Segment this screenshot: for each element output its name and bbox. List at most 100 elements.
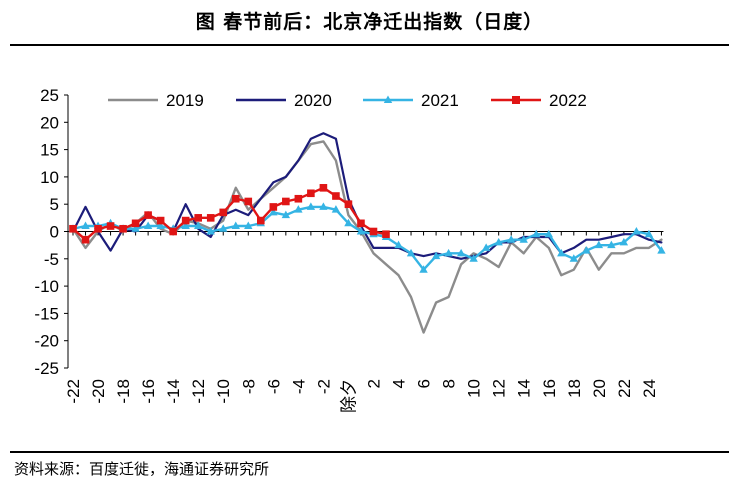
point-2022 xyxy=(206,214,215,222)
point-2022 xyxy=(269,203,278,211)
point-2021 xyxy=(231,221,240,230)
x-tick-label: 4 xyxy=(390,379,409,388)
point-2022 xyxy=(144,211,152,219)
series-layer xyxy=(68,132,666,334)
point-2021 xyxy=(406,248,416,257)
point-2021 xyxy=(81,221,90,230)
legend: 2019 2020 2021 2022 xyxy=(108,91,587,110)
point-2021 xyxy=(219,224,228,232)
point-2022 xyxy=(282,197,290,206)
title-divider xyxy=(10,44,729,46)
point-2022 xyxy=(257,216,265,225)
y-tick-label: 25 xyxy=(40,86,59,105)
x-tick-label: -22 xyxy=(64,379,83,404)
point-2021 xyxy=(244,221,253,230)
x-tick-label: 10 xyxy=(465,379,484,398)
point-2021 xyxy=(657,246,666,254)
point-2021 xyxy=(306,202,316,210)
x-tick-label: 2 xyxy=(364,379,383,388)
x-tick-label: 8 xyxy=(440,379,459,388)
point-2021 xyxy=(632,227,641,235)
source-note: 资料来源：百度迁徙，海通证券研究所 xyxy=(14,460,270,478)
x-tick-label: 6 xyxy=(415,379,434,388)
point-2021 xyxy=(356,227,366,235)
y-tick-label: -15 xyxy=(34,304,59,323)
point-2022 xyxy=(294,194,303,203)
point-2021 xyxy=(494,237,503,246)
x-tick-label: 24 xyxy=(640,379,659,398)
point-2022 xyxy=(244,197,253,206)
x-tick-label: -4 xyxy=(289,379,308,394)
x-tick-label: -16 xyxy=(139,379,158,404)
point-2021 xyxy=(331,205,341,213)
point-2021 xyxy=(594,240,604,249)
chart-title: 图 春节前后：北京净迁出指数（日度） xyxy=(0,0,739,44)
point-2022 xyxy=(181,216,190,225)
legend-label-2022: 2022 xyxy=(549,91,587,110)
point-2022 xyxy=(307,189,315,198)
legend-label-2021: 2021 xyxy=(421,91,459,110)
x-tick-label: -12 xyxy=(189,379,208,404)
point-2021 xyxy=(269,207,278,216)
y-tick-label: -5 xyxy=(44,250,59,269)
point-2021 xyxy=(431,251,441,260)
point-2022 xyxy=(156,216,165,225)
point-2022 xyxy=(81,235,90,244)
point-2021 xyxy=(607,240,616,249)
point-2022 xyxy=(319,184,328,192)
series-2022 xyxy=(69,184,390,244)
source-divider xyxy=(10,451,729,453)
point-2021 xyxy=(544,229,553,238)
x-tick-label: -6 xyxy=(264,379,283,394)
x-tick-label: -10 xyxy=(214,379,233,404)
point-2022 xyxy=(357,219,365,228)
x-tick-label: 除夕 xyxy=(339,379,358,413)
point-2022 xyxy=(69,224,77,233)
x-tick-label: 12 xyxy=(490,379,509,398)
point-2022 xyxy=(106,222,115,230)
legend-label-2019: 2019 xyxy=(166,91,204,110)
point-2021 xyxy=(456,248,466,257)
point-2021 xyxy=(444,248,453,257)
point-2021 xyxy=(394,240,403,249)
point-2022 xyxy=(119,224,127,233)
point-2021 xyxy=(206,227,215,235)
point-2021 xyxy=(469,254,478,262)
point-2022 xyxy=(194,214,202,222)
point-2021 xyxy=(319,202,328,210)
point-2021 xyxy=(619,237,629,246)
point-2021 xyxy=(131,224,140,232)
point-2022 xyxy=(382,230,390,239)
y-tick-label: 10 xyxy=(40,168,59,187)
point-2021 xyxy=(419,265,428,273)
point-2021 xyxy=(181,221,190,230)
y-tick-label: -20 xyxy=(34,332,59,351)
x-tick-label: 16 xyxy=(540,379,559,398)
y-tick-label: 15 xyxy=(40,141,59,160)
y-tick-label: 20 xyxy=(40,113,59,132)
point-2021 xyxy=(569,254,578,262)
point-2022 xyxy=(369,227,378,236)
point-2021 xyxy=(281,210,291,219)
point-2022 xyxy=(344,200,353,208)
y-tick-label: 5 xyxy=(50,195,59,214)
point-2021 xyxy=(156,221,165,230)
point-2021 xyxy=(481,243,491,251)
point-2021 xyxy=(519,235,528,243)
point-2021 xyxy=(532,229,541,238)
y-tick-label: 0 xyxy=(50,223,59,242)
x-tick-label: 18 xyxy=(565,379,584,398)
x-tick-label: -20 xyxy=(89,379,108,404)
point-2022 xyxy=(169,227,177,236)
x-tick-label: -8 xyxy=(239,379,258,394)
legend-label-2020: 2020 xyxy=(294,91,332,110)
x-tick-label: -18 xyxy=(114,379,133,404)
point-2021 xyxy=(194,221,203,230)
point-2021 xyxy=(582,246,591,254)
x-tick-label: -14 xyxy=(164,379,183,404)
point-2021 xyxy=(644,229,654,238)
x-tick-label: 20 xyxy=(590,379,609,398)
point-2021 xyxy=(143,221,153,230)
legend-marker-2021 xyxy=(383,95,393,103)
